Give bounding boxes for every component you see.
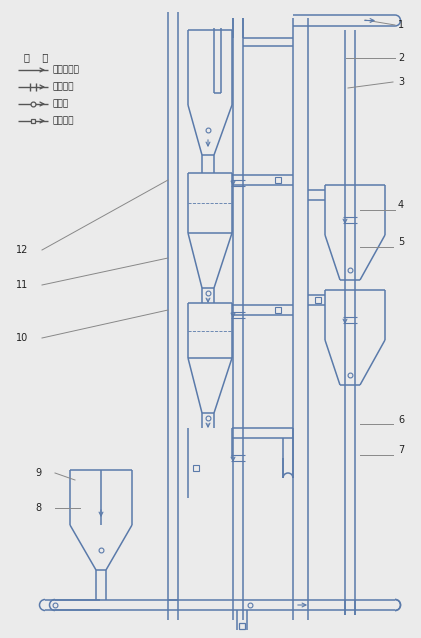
Text: 4: 4 (398, 200, 404, 210)
Text: 图    例: 图 例 (24, 52, 48, 62)
Text: 9: 9 (36, 468, 42, 478)
Text: 脱硫产物: 脱硫产物 (53, 117, 75, 126)
Text: 含硫烟气: 含硫烟气 (53, 82, 75, 91)
Text: 10: 10 (16, 333, 28, 343)
Text: 3: 3 (398, 77, 404, 87)
Text: 7: 7 (398, 445, 404, 455)
Text: 12: 12 (16, 245, 28, 255)
Text: 脱硫剂: 脱硫剂 (53, 100, 69, 108)
Text: 11: 11 (16, 280, 28, 290)
Text: 已脱硫烟气: 已脱硫烟气 (53, 66, 80, 75)
Text: 1: 1 (398, 20, 404, 30)
Text: 2: 2 (398, 53, 404, 63)
Text: 8: 8 (36, 503, 42, 513)
Text: 5: 5 (398, 237, 404, 247)
Text: 6: 6 (398, 415, 404, 425)
